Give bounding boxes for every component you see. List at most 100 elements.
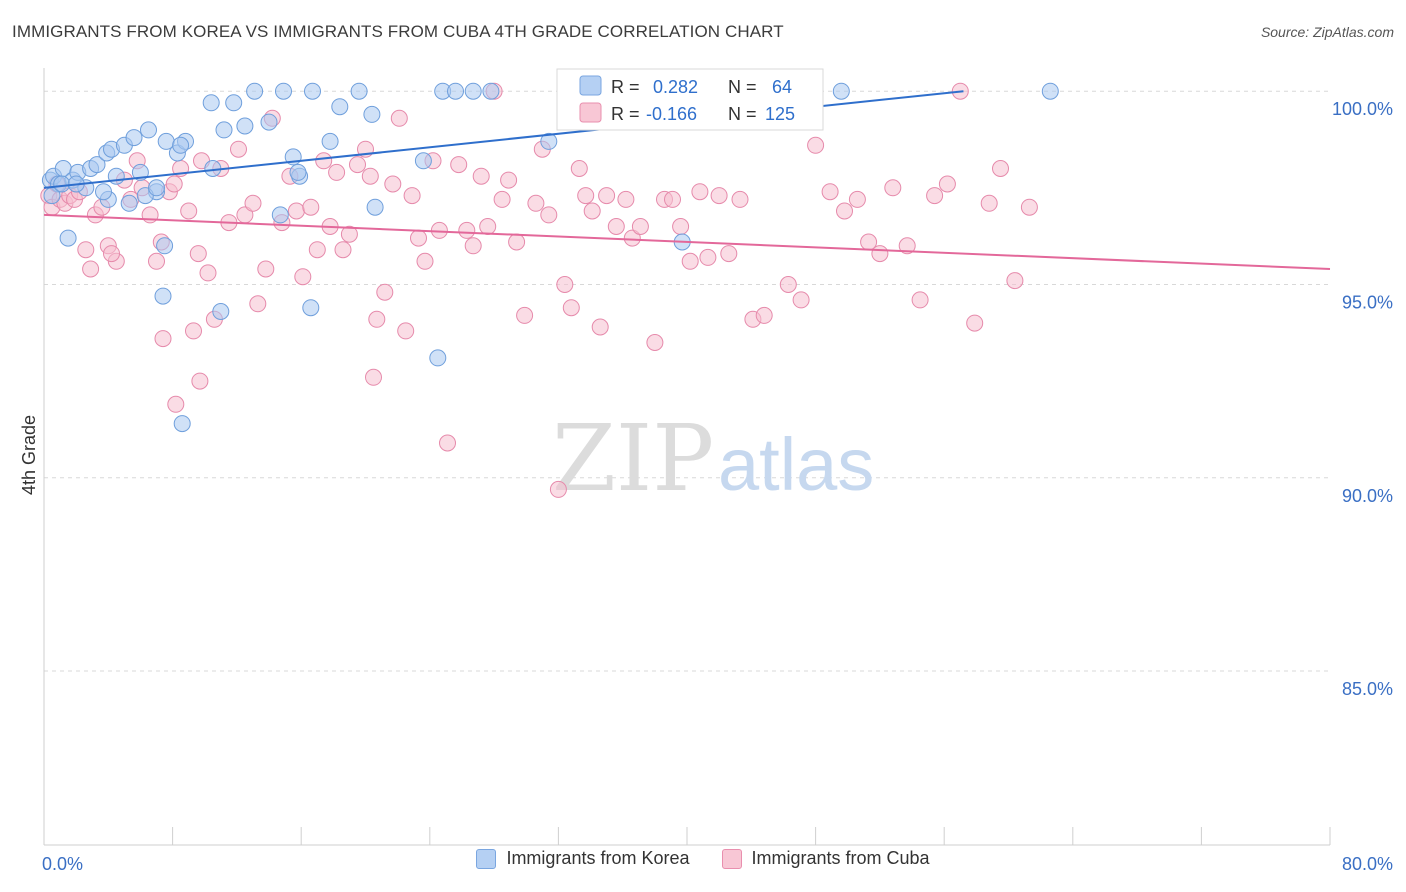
cuba-point-43 [308,241,326,259]
korea-point-50 [212,303,230,320]
cuba-point-57 [403,187,421,205]
korea-point-33 [350,82,368,100]
cuba-point-24 [180,202,198,220]
cuba-point-106 [848,190,866,208]
korea-point-14 [125,129,143,147]
cuba-point-51 [361,167,379,185]
y-tick-label-1: 90.0% [1342,486,1393,506]
stats-cuba-r-label: R = [611,104,640,124]
korea-point-51 [271,206,289,224]
x-tick-label-max: 80.0% [1342,854,1393,874]
cuba-point-102 [792,291,810,309]
cuba-point-63 [450,156,468,174]
watermark-zip: ZIP [552,405,714,512]
cuba-point-79 [570,160,588,177]
cuba-point-105 [836,202,853,220]
cuba-point-81 [583,202,601,220]
cuba-point-86 [623,229,641,247]
cuba-trend-line [43,213,1331,271]
stats-korea-n-value: 64 [772,77,792,97]
cuba-point-82 [591,318,609,336]
cuba-point-28 [199,264,217,282]
legend-korea-swatch [476,848,497,869]
stats-cuba-r-value: -0.166 [646,104,697,124]
cuba-point-93 [691,183,709,201]
korea-point-26 [246,82,264,100]
cuba-point-123 [191,372,209,390]
cuba-point-40 [287,202,305,220]
cuba-point-124 [365,368,382,386]
korea-point-28 [275,82,292,100]
legend: Immigrants from Korea Immigrants from Cu… [0,848,1406,869]
cuba-point-67 [479,218,497,235]
legend-korea-label: Immigrants from Korea [506,848,690,868]
grid-lines [44,90,1330,672]
cuba-point-9 [82,260,100,278]
korea-point-23 [215,121,233,139]
korea-point-44 [53,175,71,193]
cuba-point-83 [598,187,616,205]
cuba-point-80 [577,187,595,205]
cuba-point-97 [731,190,749,208]
cuba-point-108 [871,245,889,263]
cuba-point-112 [926,187,944,205]
korea-point-27 [260,113,278,131]
legend-cuba-label: Immigrants from Cuba [751,848,930,868]
cuba-point-72 [516,306,534,324]
stats-korea-r-value: 0.282 [653,77,698,97]
korea-point-49 [172,136,190,154]
cuba-point-8 [77,241,95,259]
y-tick-label-3: 100.0% [1332,99,1393,119]
cuba-point-118 [1006,272,1024,290]
legend-cuba-swatch [721,848,742,869]
korea-point-53 [302,299,320,317]
cuba-point-116 [980,194,998,212]
korea-point-24 [225,94,243,112]
cuba-point-48 [340,225,358,243]
cuba-point-88 [646,334,664,351]
cuba-point-99 [755,306,773,324]
cuba-point-104 [821,183,839,201]
korea-point-9 [88,156,106,174]
korea-point-59 [414,152,432,170]
korea-point-30 [304,82,321,100]
stats-korea-n-label: N = [728,77,757,97]
korea-point-34 [363,105,381,123]
cuba-point-25 [185,322,202,340]
cuba-point-77 [556,276,574,293]
cuba-point-122 [167,395,185,413]
legend-item-korea[interactable]: Immigrants from Korea [476,848,690,869]
cuba-point-53 [376,283,394,301]
cuba-point-75 [540,206,558,224]
chart-title: IMMIGRANTS FROM KOREA VS IMMIGRANTS FROM… [12,22,784,41]
stats-korea-swatch [579,75,602,96]
korea-point-38 [482,82,500,100]
cuba-point-78 [562,299,580,317]
cuba-point-95 [710,187,728,205]
cuba-point-110 [898,237,916,255]
korea-point-32 [331,98,349,116]
korea-point-41 [832,82,850,100]
y-tick-label-2: 95.0% [1342,292,1393,312]
cuba-point-115 [966,314,984,332]
cuba-point-92 [681,252,699,270]
cuba-point-90 [664,190,681,208]
cuba-point-117 [992,160,1009,177]
korea-point-31 [321,132,339,150]
cuba-point-121 [154,330,172,348]
tick-labels: 85.0% 90.0% 95.0% 100.0% 0.0% 80.0% [42,99,1393,874]
cuba-point-46 [328,163,346,181]
korea-point-16 [140,121,157,139]
watermark-atlas: atlas [718,423,874,506]
cuba-point-96 [720,245,738,263]
cuba-point-44 [315,152,333,170]
cuba-point-58 [410,229,427,247]
korea-point-57 [154,287,172,305]
cuba-point-71 [508,233,526,251]
legend-item-cuba[interactable]: Immigrants from Cuba [721,848,930,869]
cuba-point-22 [165,175,183,193]
cuba-point-66 [472,167,490,185]
cuba-point-49 [349,156,366,174]
cuba-point-19 [148,252,165,270]
